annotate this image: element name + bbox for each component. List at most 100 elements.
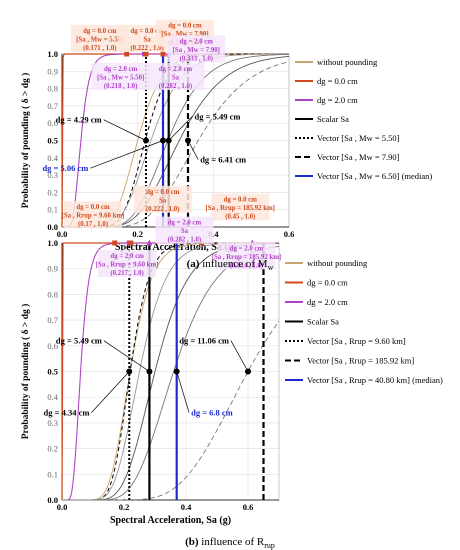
annotation-text: (0.45 , 1.0) <box>225 214 255 221</box>
x-tick-label: 0.6 <box>243 502 254 512</box>
median-leader <box>230 340 249 372</box>
y-axis-title: Probability of pounding ( δ > dg ) <box>20 304 31 440</box>
median-point <box>160 137 167 144</box>
median-label: dg = 4.29 cm <box>56 115 102 125</box>
median-label: dg = 6.8 cm <box>191 408 233 418</box>
annotation-text: [Sa , Mw = 5.50] <box>76 36 123 43</box>
y-tick-label: 1.0 <box>47 238 58 248</box>
annotation-text: (0.217 , 1.0) <box>110 270 143 277</box>
annotation-text: (0.282 , 1.0) <box>168 237 201 244</box>
legend-label: Scalar Sa <box>317 114 349 124</box>
x-tick-label: 0.2 <box>119 502 130 512</box>
y-tick-label: 0.5 <box>47 367 58 377</box>
y-tick-label: 0.6 <box>47 118 58 128</box>
median-leader <box>91 371 130 413</box>
annotation-text: dg = 2.0 cm <box>168 220 202 227</box>
annotation-text: [Sa , Rrup = 185.92 km] <box>206 205 275 212</box>
y-tick-label: 0.1 <box>47 469 58 479</box>
annotation-text: Sa <box>144 36 152 43</box>
y-tick-label: 0.7 <box>47 101 58 111</box>
annotation-text: dg = 0.0 cm <box>130 28 164 35</box>
median-point <box>184 137 191 144</box>
annotation-text: dg = 2.0 cm <box>159 66 193 73</box>
annotation-text: Sa <box>159 197 167 204</box>
legend-label: Vector [Sa , Mw = 5.50] <box>317 133 400 143</box>
top-marker <box>160 51 166 57</box>
y-tick-label: 0.8 <box>47 84 58 94</box>
median-leader <box>168 116 193 141</box>
legend-label: Vector [Sa , Rrup = 40.80 km] (median) <box>307 375 443 385</box>
annotation-text: (0.171 , 1.0) <box>83 45 116 52</box>
median-label: dg = 5.06 cm <box>42 163 88 173</box>
annotation-box <box>133 185 192 213</box>
chart-a: 0.00.10.20.30.40.50.60.70.80.91.00.0 0.2 0… <box>20 19 432 253</box>
median-label: dg = 5.49 cm <box>56 336 102 346</box>
x-tick-label: 0.4 <box>208 229 219 239</box>
median-point <box>126 368 133 375</box>
y-tick-label: 0.3 <box>47 418 58 428</box>
annotation-text: [Sa , Rrup = 9.60 km] <box>96 262 159 269</box>
median-leader <box>187 140 199 160</box>
annotation-text: [Sa , Mw = 5.50] <box>97 74 144 81</box>
annotation-text: dg = 0.0 cm <box>83 28 117 35</box>
median-point <box>142 137 149 144</box>
y-tick-label: 0.9 <box>47 66 58 76</box>
y-tick-label: 0.3 <box>47 170 58 180</box>
legend-label: Vector [Sa , Mw = 6.50] (median) <box>317 171 432 181</box>
caption-b: (b) influence of Rrup <box>0 536 460 550</box>
median-leader <box>103 119 147 141</box>
legend-label: dg = 2.0 cm <box>317 95 358 105</box>
y-tick-label: 0.0 <box>47 222 58 232</box>
y-tick-label: 0.8 <box>47 289 58 299</box>
x-axis-title: Spectral Acceleration, Sa (g) <box>110 515 231 526</box>
annotation-text: (0.282 , 1.0) <box>159 83 192 90</box>
median-point <box>245 368 251 375</box>
annotation-text: Sa <box>181 228 189 235</box>
median-leader <box>90 140 164 169</box>
legend-label: dg = 0.0 cm <box>317 76 358 86</box>
chart-b: 0.00.10.20.30.40.50.60.70.80.91.00.0 0.2 0… <box>20 185 443 526</box>
annotation-text: Sa <box>172 74 180 81</box>
y-tick-label: 1.0 <box>47 49 58 59</box>
annotation-text: (0.222 , 1.0) <box>130 45 163 52</box>
median-point <box>146 368 153 375</box>
top-marker <box>128 240 134 246</box>
caption-b-label: (b) <box>185 536 199 548</box>
annotation-text: [Sa , Rrup = 9.60 km] <box>62 213 125 220</box>
caption-a-sub: w <box>267 263 274 273</box>
legend-label: dg = 2.0 cm <box>307 297 348 307</box>
annotation-text: (0.222 , 1.0) <box>146 206 179 213</box>
legend-label: Scalar Sa <box>307 317 339 327</box>
annotation-text: dg = 2.0 cm <box>180 38 214 45</box>
fragility-curve <box>62 320 280 501</box>
top-marker <box>112 240 118 246</box>
annotation-box <box>155 216 214 244</box>
x-axis-title: Spectral Acceleration, Sa (g) <box>115 242 236 253</box>
annotation-text: dg = 0.0 cm <box>168 23 202 30</box>
annotation-text: dg = 0.0 cm <box>146 189 180 196</box>
annotation-box <box>98 250 157 278</box>
caption-b-text: influence of R <box>201 536 265 548</box>
median-leader <box>103 340 150 372</box>
legend-label: Vector [Sa , Rrup = 185.92 km] <box>307 356 414 366</box>
annotation-text: (0.218 , 1.0) <box>104 83 137 90</box>
annotation-text: dg = 0.0 cm <box>224 197 258 204</box>
y-tick-label: 0.1 <box>47 205 58 215</box>
annotation-box <box>217 242 276 270</box>
y-tick-label: 0.4 <box>47 392 58 402</box>
annotation-text: [Sa , Mw = 7.90] <box>161 31 208 38</box>
annotation-text: dg = 2.0 cm <box>110 253 144 260</box>
y-tick-label: 0.2 <box>47 187 58 197</box>
legend-label: without pounding <box>317 57 378 67</box>
median-label: dg = 11.06 cm <box>179 336 229 346</box>
caption-a: (a) influence of Mw <box>0 258 460 272</box>
y-tick-label: 0.4 <box>47 153 58 163</box>
annotation-text: dg = 2.0 cm <box>230 245 264 252</box>
y-tick-label: 0.9 <box>47 264 58 274</box>
annotation-box <box>146 62 205 90</box>
y-tick-label: 0.6 <box>47 341 58 351</box>
annotation-text: (0.17 , 1.0) <box>78 221 108 228</box>
top-marker <box>143 51 149 57</box>
x-tick-label: 0.0 <box>57 229 68 239</box>
